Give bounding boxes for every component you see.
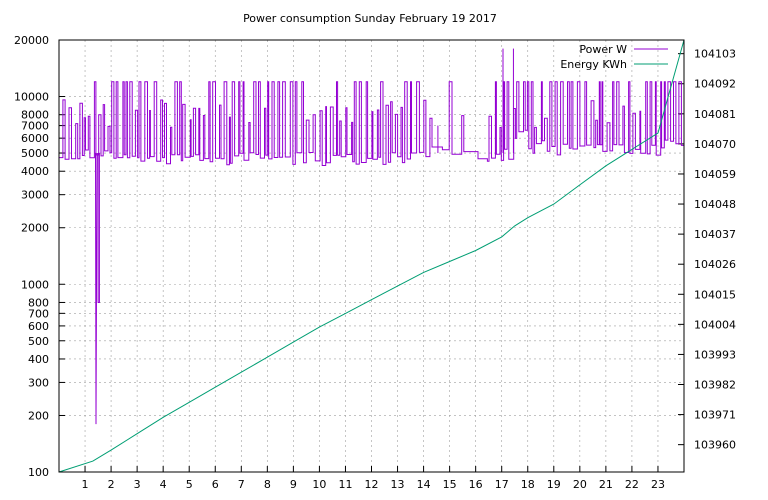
x-tick-label: 6	[212, 478, 219, 491]
y-tick-label: 4000	[21, 165, 49, 178]
y-tick-label: 5000	[21, 147, 49, 160]
legend-label-energy: Energy KWh	[560, 58, 627, 71]
y-tick-label: 3000	[21, 189, 49, 202]
y-tick-label: 600	[28, 320, 49, 333]
x-tick-label: 21	[599, 478, 613, 491]
y2-tick-label: 104081	[694, 108, 736, 121]
x-axis-ticks: 1 2 3 4 5 6 7 8 9 10 11 12 13 14 15 16 17 18 19 20 21 22 23	[82, 466, 665, 491]
y-tick-label: 800	[28, 296, 49, 309]
x-tick-label: 4	[160, 478, 167, 491]
x-tick-label: 12	[365, 478, 379, 491]
x-tick-label: 8	[264, 478, 271, 491]
y2-tick-label: 104004	[694, 318, 736, 331]
series-line-power	[59, 81, 684, 166]
x-tick-label: 1	[82, 478, 89, 491]
y-tick-label: 1000	[21, 278, 49, 291]
x-tick-label: 14	[417, 478, 431, 491]
y-tick-label: 20000	[14, 34, 49, 47]
chart-title: Power consumption Sunday February 19 201…	[243, 12, 497, 25]
y2-tick-label: 104048	[694, 198, 736, 211]
y-tick-label: 700	[28, 307, 49, 320]
x-tick-label: 9	[290, 478, 297, 491]
y2-tick-label: 104015	[694, 288, 736, 301]
y-tick-label: 400	[28, 353, 49, 366]
y2-tick-label: 103993	[694, 348, 736, 361]
x-tick-label: 3	[134, 478, 141, 491]
x-tick-label: 19	[547, 478, 561, 491]
y2-tick-label: 103971	[694, 409, 736, 422]
x-tick-label: 15	[443, 478, 457, 491]
series-line-power-dip	[95, 152, 100, 425]
x-tick-label: 10	[312, 478, 326, 491]
y2-tick-label: 103982	[694, 379, 736, 392]
x-tick-label: 18	[521, 478, 535, 491]
y2-tick-label: 104092	[694, 78, 736, 91]
series-layer	[58, 39, 685, 473]
y2-tick-label: 104037	[694, 228, 736, 241]
x-tick-label: 20	[573, 478, 587, 491]
y2-tick-label: 104103	[694, 48, 736, 61]
y-tick-label: 2000	[21, 222, 49, 235]
x-tick-label: 23	[651, 478, 665, 491]
y-tick-label: 6000	[21, 132, 49, 145]
plot-frame	[58, 39, 685, 473]
legend: Power W Energy KWh	[560, 43, 668, 71]
y-tick-label: 8000	[21, 109, 49, 122]
x-tick-label: 16	[469, 478, 483, 491]
y2-tick-label: 104026	[694, 258, 736, 271]
x-tick-label: 11	[338, 478, 352, 491]
y-tick-label: 500	[28, 335, 49, 348]
series-line-energy	[58, 39, 685, 473]
y2-tick-label: 104059	[694, 168, 736, 181]
y-tick-label: 7000	[21, 120, 49, 133]
y2-tick-label: 103960	[694, 439, 736, 452]
x-tick-label: 22	[625, 478, 639, 491]
y-tick-label: 300	[28, 376, 49, 389]
x-tick-label: 17	[495, 478, 509, 491]
legend-label-power: Power W	[579, 43, 627, 56]
y-tick-label: 200	[28, 409, 49, 422]
x-tick-label: 2	[108, 478, 115, 491]
x-tick-label: 7	[238, 478, 245, 491]
x-tick-label: 5	[186, 478, 193, 491]
y2-axis-ticks: 103960 103971 103982 103993 104004 104015 1040…	[678, 48, 736, 452]
y2-tick-label: 104070	[694, 138, 736, 151]
y-tick-label: 100	[28, 466, 49, 479]
x-tick-label: 13	[391, 478, 405, 491]
y-tick-label: 10000	[14, 91, 49, 104]
